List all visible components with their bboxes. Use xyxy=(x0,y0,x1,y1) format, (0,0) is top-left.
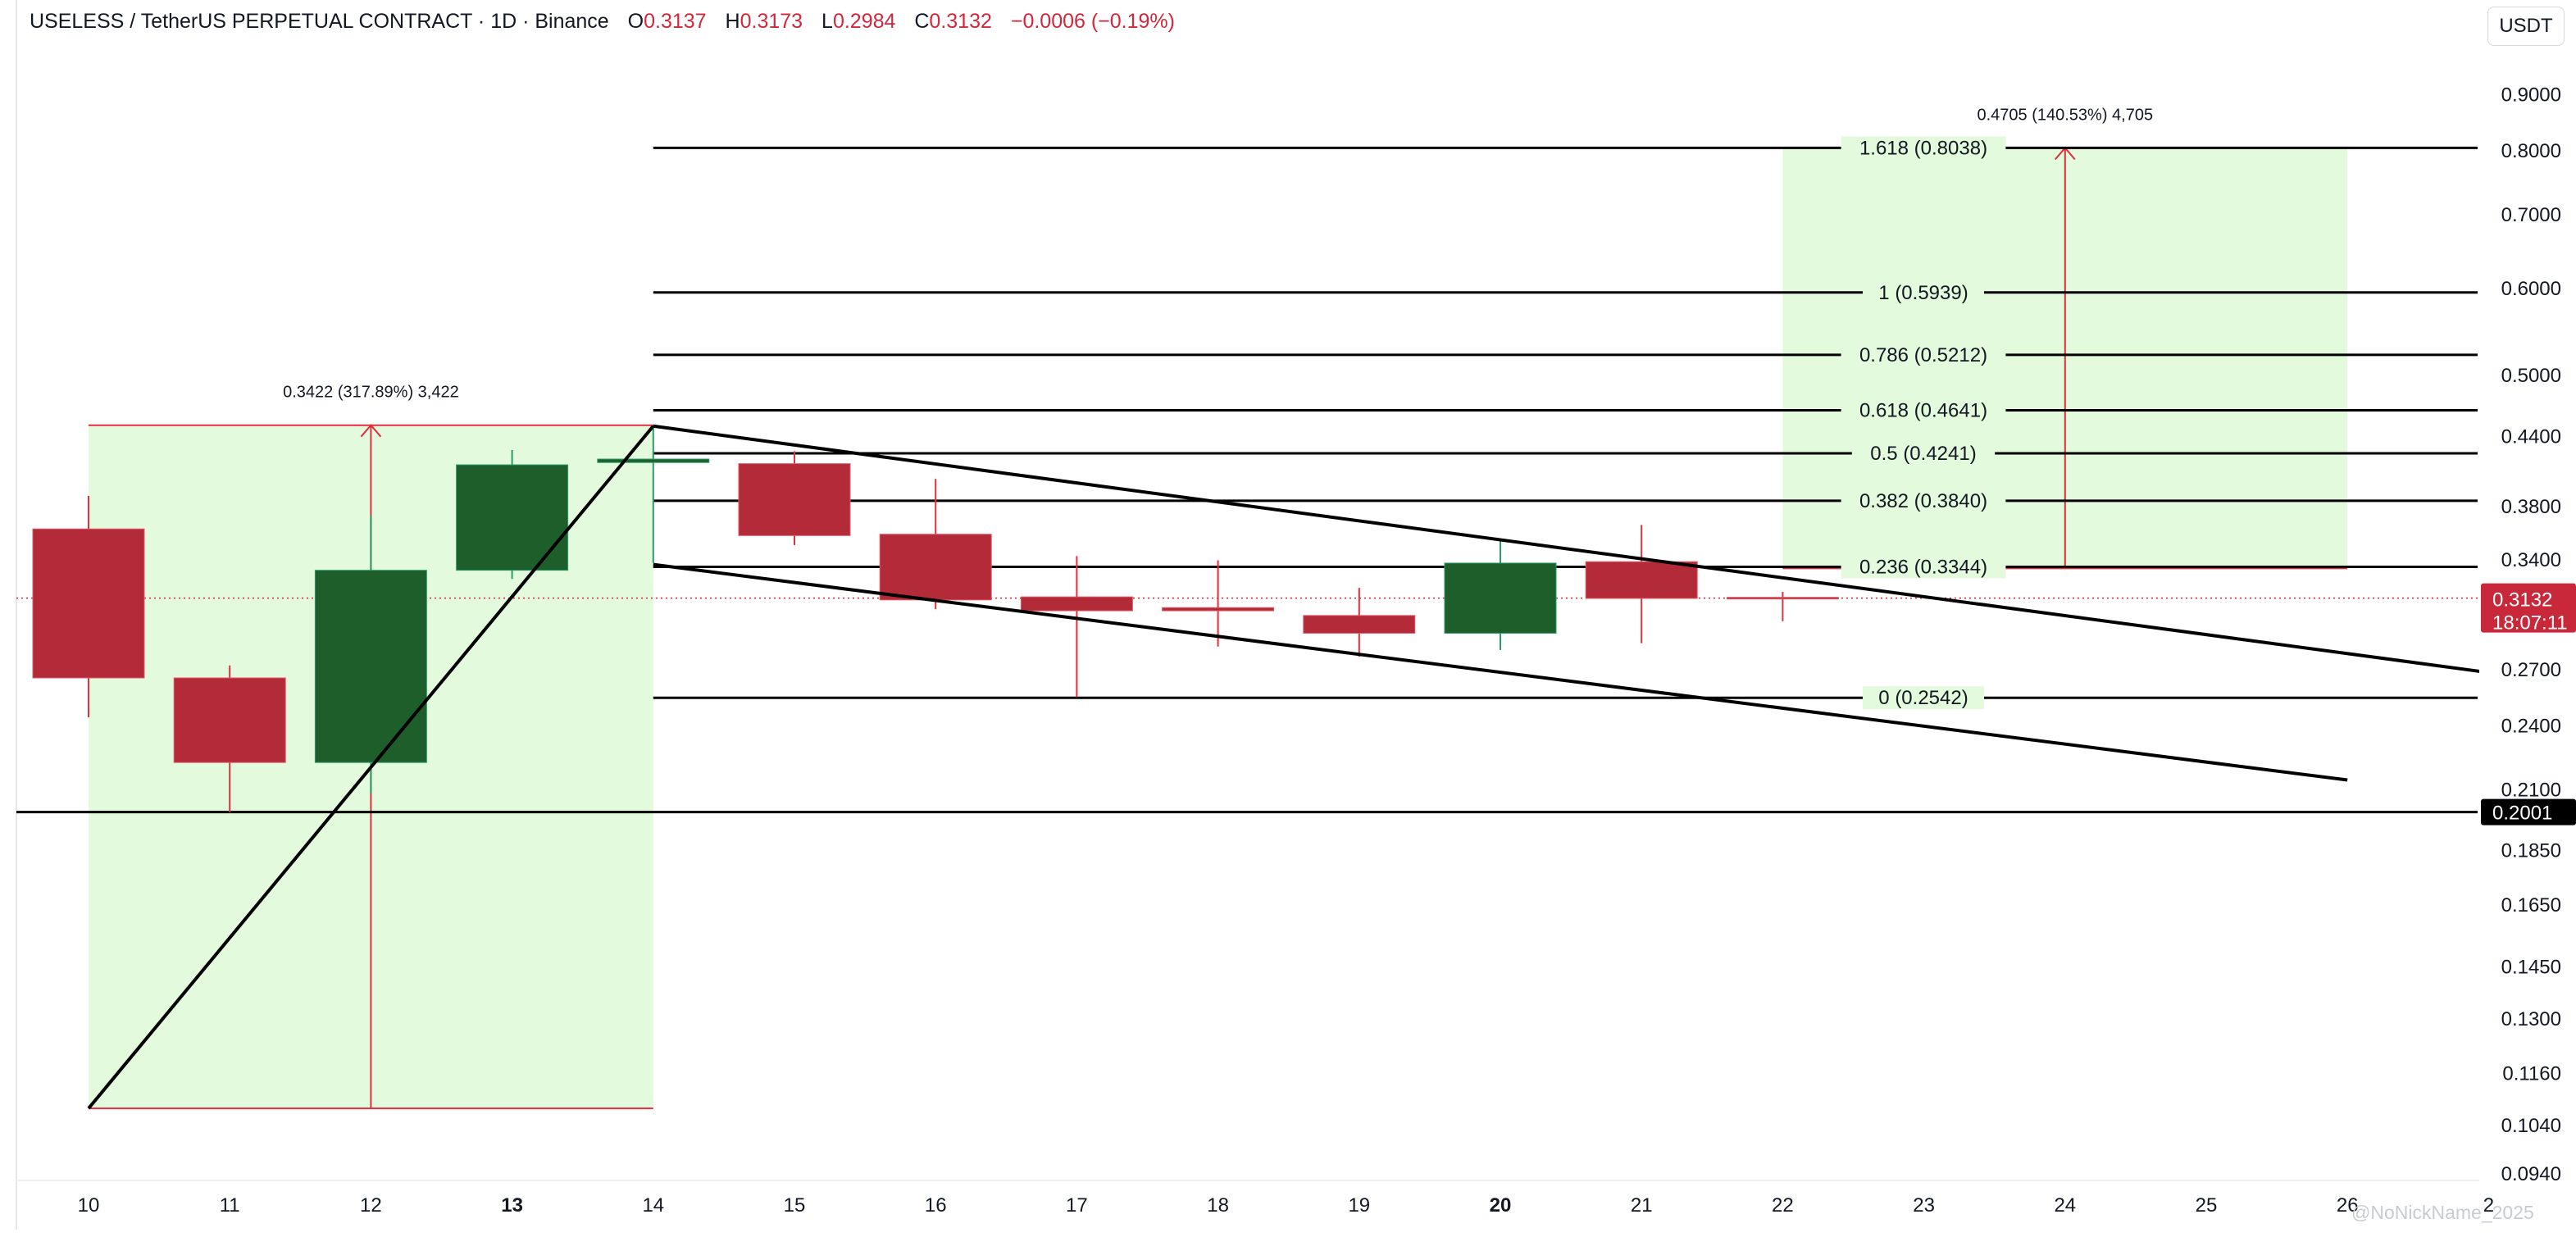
y-tick-label-15: 0.1160 xyxy=(2502,1062,2561,1085)
fib-level-label-bg-2 xyxy=(1841,343,2006,366)
fib-level-label-1: 1 (0.5939) xyxy=(1878,282,1968,304)
support-badge-label: 0.2001 xyxy=(2492,803,2552,825)
low-value: 0.2984 xyxy=(832,10,896,33)
y-tick-label-4: 0.5000 xyxy=(2501,365,2561,387)
support-badge xyxy=(2481,798,2576,825)
y-tick-label-14: 0.1300 xyxy=(2501,1008,2561,1030)
fib-level-label-5: 0.382 (0.3840) xyxy=(1859,490,1987,512)
candle-body-17 xyxy=(1020,596,1133,612)
x-tick-label-10: 10 xyxy=(78,1194,100,1217)
x-tick-label-13: 13 xyxy=(501,1194,523,1217)
measure-label-0: 0.3422 (317.89%) 3,422 xyxy=(283,384,459,402)
fib-level-label-bg-7 xyxy=(1863,686,1984,710)
y-tick-label-10: 0.2100 xyxy=(2501,780,2561,802)
y-tick-label-0: 0.9000 xyxy=(2501,84,2561,107)
candle-body-13 xyxy=(456,464,569,571)
y-tick-label-8: 0.2700 xyxy=(2501,659,2561,681)
candle-body-15 xyxy=(738,463,851,536)
candle-body-12 xyxy=(314,570,427,763)
high-label: H xyxy=(725,10,740,33)
fib-level-label-6: 0.236 (0.3344) xyxy=(1859,556,1987,578)
fib-level-label-bg-4 xyxy=(1851,441,1996,465)
x-tick-label-11: 11 xyxy=(220,1194,240,1217)
x-tick-label-17: 17 xyxy=(1066,1194,1088,1217)
close-label: C xyxy=(914,10,930,33)
fib-level-label-7: 0 (0.2542) xyxy=(1878,687,1968,709)
candle-body-18 xyxy=(1162,607,1275,612)
fib-level-label-3: 0.618 (0.4641) xyxy=(1859,399,1987,421)
y-tick-label-6: 0.3800 xyxy=(2501,496,2561,518)
measure-label-1: 0.4705 (140.53%) 4,705 xyxy=(1977,106,2153,124)
currency-unit-button[interactable]: USDT xyxy=(2487,7,2565,46)
x-tick-label-19: 19 xyxy=(1348,1194,1370,1217)
candle-body-20 xyxy=(1444,562,1557,634)
countdown-label: 18:07:11 xyxy=(2492,612,2568,634)
change-value: −0.0006 (−0.19%) xyxy=(1010,10,1175,33)
fib-level-label-0: 1.618 (0.8038) xyxy=(1859,137,1987,159)
trendline-2 xyxy=(653,562,2348,782)
y-tick-label-3: 0.6000 xyxy=(2501,278,2561,300)
trendline-0 xyxy=(87,425,655,1110)
x-tick-label-24: 24 xyxy=(2054,1194,2076,1217)
x-tick-label-21: 21 xyxy=(1631,1194,1653,1217)
x-tick-label-22: 22 xyxy=(1772,1194,1794,1217)
chart-header: USELESS / TetherUS PERPETUAL CONTRACT · … xyxy=(30,10,1175,34)
low-label: L xyxy=(821,10,833,33)
y-tick-label-13: 0.1450 xyxy=(2501,956,2561,978)
last-price-badge xyxy=(2481,583,2576,633)
fib-level-label-bg-1 xyxy=(1863,280,1984,304)
x-tick-label-15: 15 xyxy=(784,1194,806,1217)
high-value: 0.3173 xyxy=(740,10,803,33)
x-tick-label-20: 20 xyxy=(1490,1194,1512,1217)
fib-level-label-4: 0.5 (0.4241) xyxy=(1870,443,1976,465)
candle-body-19 xyxy=(1303,615,1416,634)
fib-level-label-bg-5 xyxy=(1841,489,2006,512)
fib-level-label-bg-6 xyxy=(1841,555,2006,579)
y-tick-label-1: 0.8000 xyxy=(2501,140,2561,162)
y-tick-label-9: 0.2400 xyxy=(2501,716,2561,738)
y-tick-label-16: 0.1040 xyxy=(2501,1115,2561,1137)
candle-body-11 xyxy=(173,677,286,763)
watermark: @NoNickName_2025 xyxy=(2351,1202,2534,1223)
close-value: 0.3132 xyxy=(929,10,992,33)
y-tick-label-17: 0.0940 xyxy=(2501,1163,2561,1185)
candle-body-14 xyxy=(597,458,710,463)
open-value: 0.3137 xyxy=(644,10,707,33)
candle-body-22 xyxy=(1726,597,1839,600)
x-tick-label-12: 12 xyxy=(360,1194,382,1217)
x-tick-label-16: 16 xyxy=(925,1194,947,1217)
y-tick-label-11: 0.1850 xyxy=(2501,839,2561,862)
fib-level-label-bg-0 xyxy=(1841,136,2006,160)
x-tick-label-23: 23 xyxy=(1913,1194,1935,1217)
fib-level-label-2: 0.786 (0.5212) xyxy=(1859,344,1987,366)
candle-body-21 xyxy=(1585,561,1698,599)
y-tick-label-7: 0.3400 xyxy=(2501,549,2561,571)
symbol-title: USELESS / TetherUS PERPETUAL CONTRACT · … xyxy=(30,10,609,33)
x-tick-label-26: 26 xyxy=(2337,1194,2359,1217)
measure-arrow-head-0 xyxy=(360,424,382,438)
last-price-label: 0.3132 xyxy=(2492,589,2552,612)
open-label: O xyxy=(627,10,644,33)
fib-level-label-bg-3 xyxy=(1841,398,2006,422)
x-tick-label-14: 14 xyxy=(642,1194,664,1217)
x-tick-label-18: 18 xyxy=(1207,1194,1229,1217)
x-tick-label-2: 2 xyxy=(2483,1194,2494,1217)
y-tick-label-5: 0.4400 xyxy=(2501,426,2561,448)
candle-body-10 xyxy=(32,528,145,679)
x-tick-label-25: 25 xyxy=(2196,1194,2218,1217)
trendline-1 xyxy=(653,424,2489,675)
candle-body-16 xyxy=(879,534,992,601)
y-tick-label-12: 0.1650 xyxy=(2501,894,2561,916)
y-tick-label-2: 0.7000 xyxy=(2501,204,2561,226)
